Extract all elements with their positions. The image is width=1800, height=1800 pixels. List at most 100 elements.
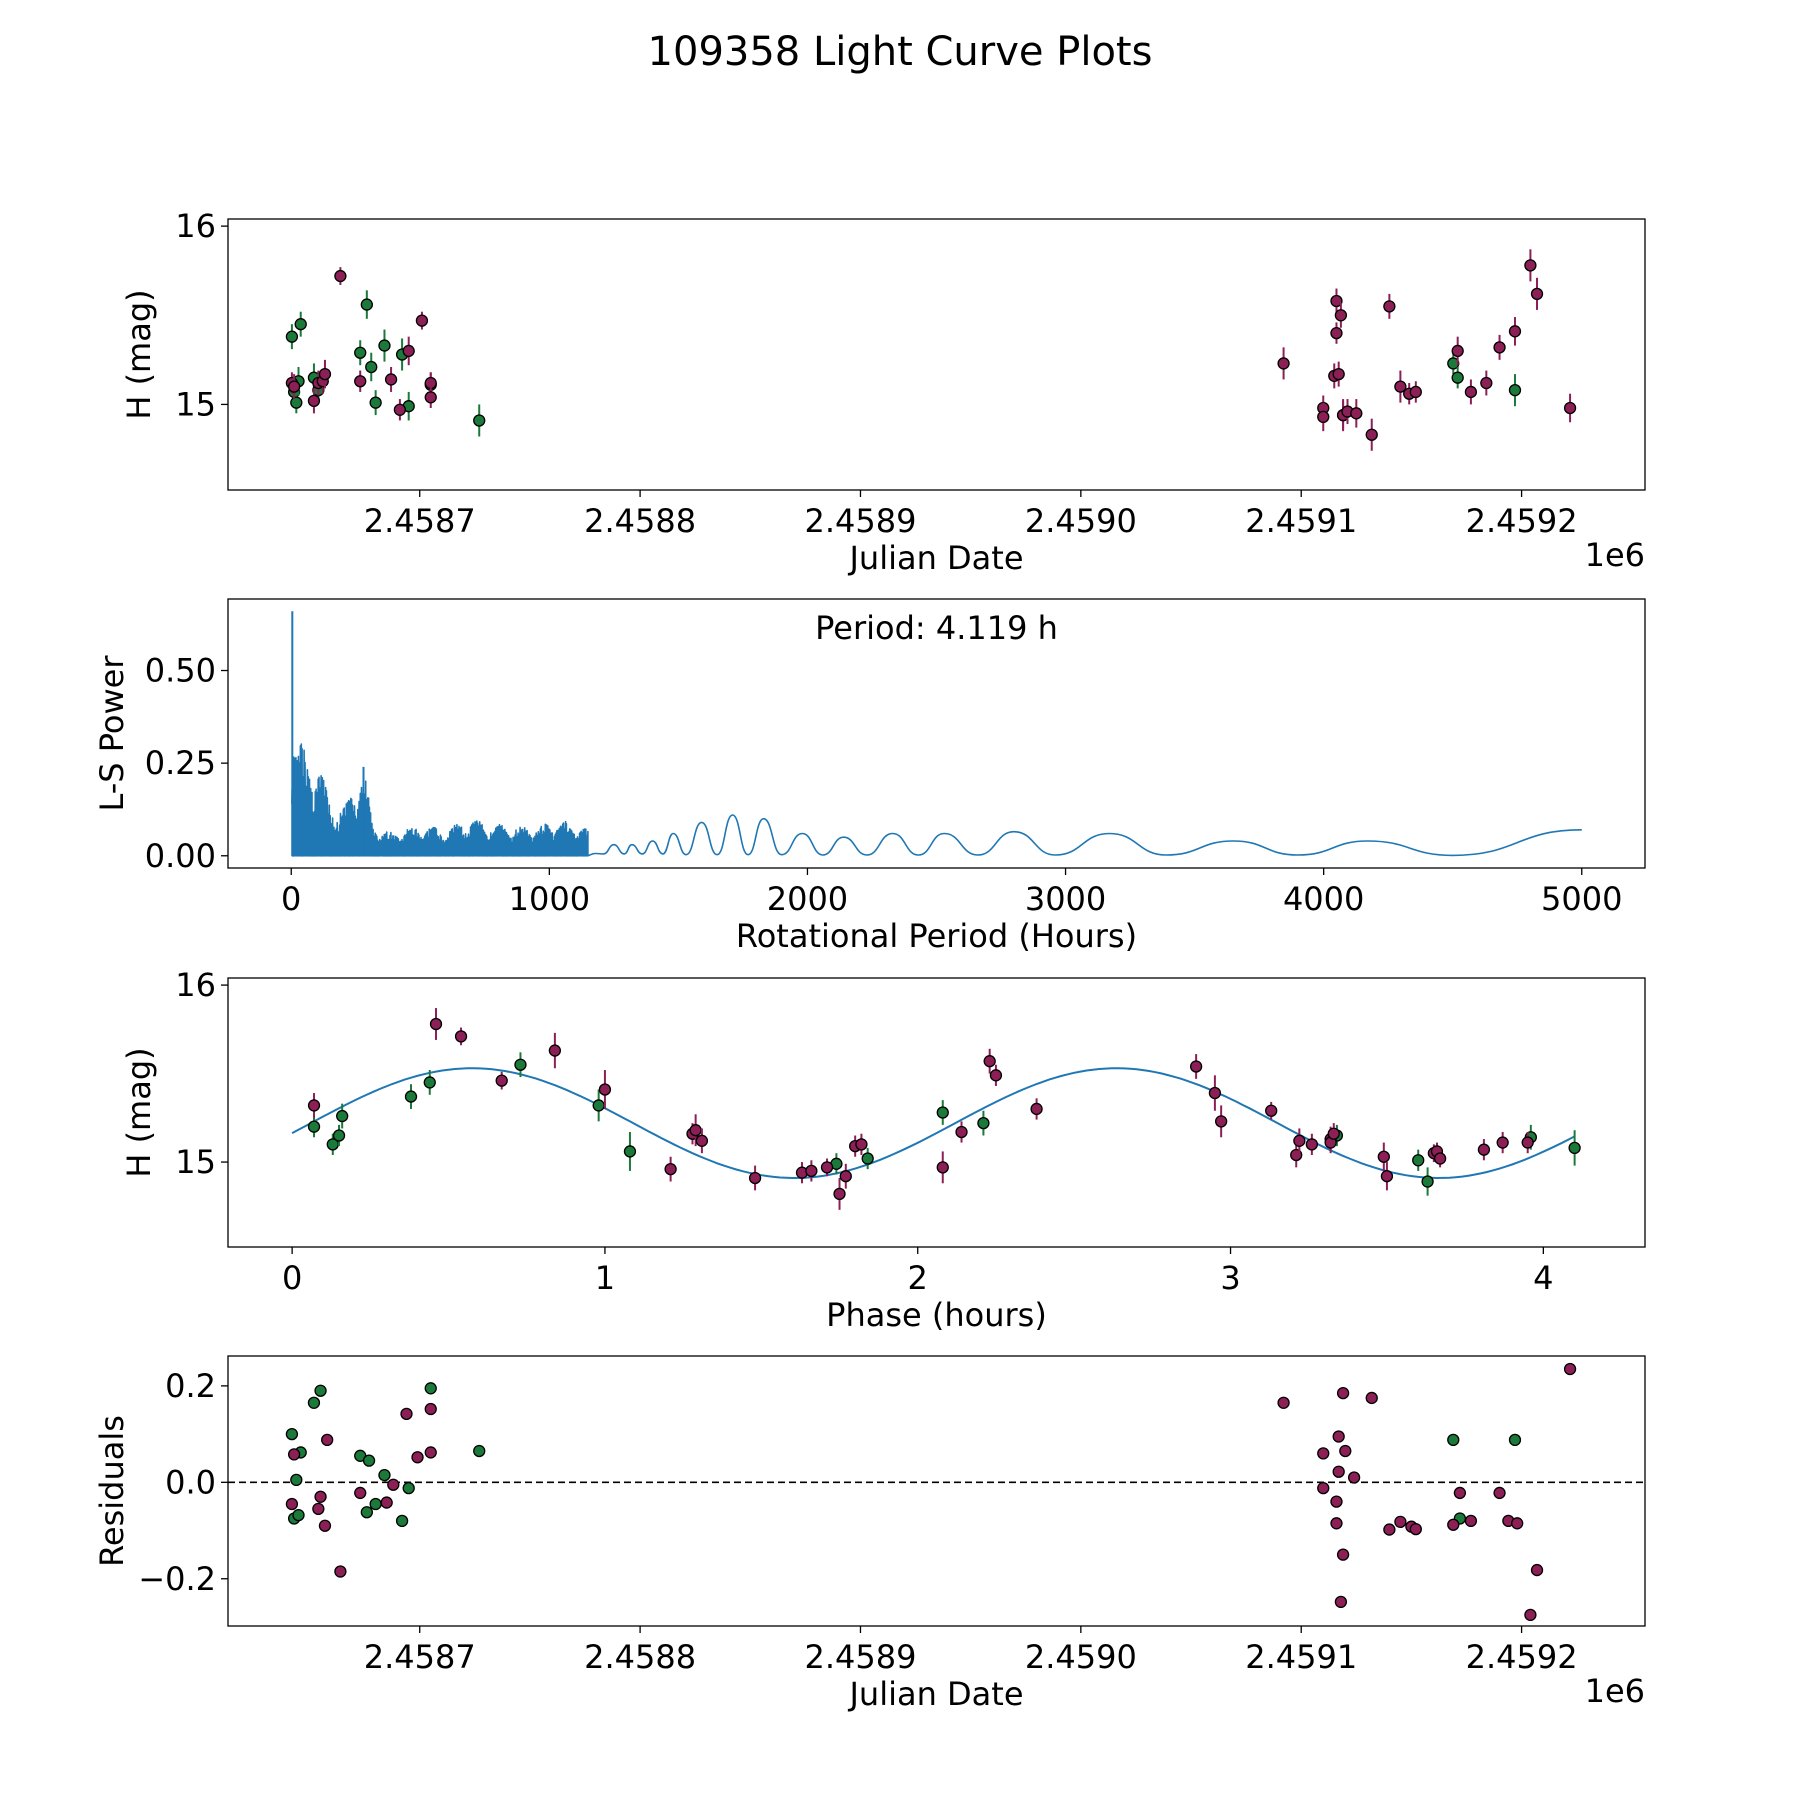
magenta-data-point (820, 1161, 834, 1174)
magenta-data-point (424, 391, 437, 404)
x-axis-label: Julian Date (847, 1675, 1023, 1713)
x-tick-label: 1 (595, 1259, 615, 1297)
magenta-data-point (1365, 1391, 1378, 1405)
x-tick-label: 2.4589 (804, 502, 916, 540)
magenta-data-point (1409, 385, 1422, 399)
magenta-data-point (1447, 1518, 1460, 1531)
x-tick-label: 2.4588 (584, 1638, 696, 1676)
green-data-point (424, 1382, 437, 1395)
x-tick-label: 2.4589 (804, 1638, 916, 1676)
magenta-data-point (1524, 1608, 1537, 1622)
magenta-data-point (318, 367, 332, 381)
model-curve (291, 1067, 1576, 1180)
magenta-data-point (989, 1069, 1003, 1082)
green-data-point (861, 1152, 874, 1165)
green-data-point (1447, 357, 1460, 370)
green-data-point (369, 1497, 382, 1511)
y-tick-label: 15 (175, 385, 216, 423)
magenta-data-point (1524, 259, 1537, 272)
magenta-data-point (1330, 1495, 1343, 1508)
green-data-point (307, 1396, 321, 1409)
magenta-data-point (400, 1407, 413, 1421)
magenta-data-point (415, 314, 429, 327)
green-data-point (285, 330, 299, 343)
magenta-data-point (983, 1055, 996, 1068)
magenta-data-point (1277, 1396, 1290, 1409)
green-data-point (1412, 1154, 1425, 1167)
y-tick-label: 0.25 (145, 744, 216, 782)
magenta-data-point (1334, 309, 1348, 322)
y-tick-label: −0.2 (138, 1560, 216, 1598)
magenta-data-point (1394, 1515, 1407, 1529)
magenta-data-point (1530, 287, 1544, 301)
y-tick-label: 16 (175, 966, 216, 1004)
magenta-data-point (664, 1162, 677, 1176)
green-data-point (360, 298, 373, 311)
magenta-data-point (955, 1125, 968, 1139)
y-axis-label: L-S Power (93, 655, 131, 812)
green-data-point (936, 1106, 949, 1119)
magenta-data-point (1493, 1486, 1506, 1500)
y-axis-label: H (mag) (120, 1047, 158, 1177)
y-axis-label: H (mag) (120, 289, 158, 419)
green-data-point (285, 1427, 299, 1441)
y-tick-label: 0.2 (165, 1367, 216, 1405)
magenta-data-point (1317, 1481, 1330, 1495)
magenta-data-point (307, 394, 321, 408)
magenta-data-point (1464, 385, 1478, 399)
x-tick-label: 5000 (1541, 880, 1622, 918)
green-data-point (977, 1116, 990, 1130)
magenta-data-point (695, 1134, 709, 1147)
magenta-data-point (495, 1074, 508, 1087)
green-data-point (1421, 1175, 1434, 1188)
magenta-data-point (287, 380, 301, 393)
x-tick-label: 3 (1220, 1259, 1240, 1297)
magenta-data-point (1493, 341, 1506, 354)
x-tick-label: 2.4587 (364, 1638, 476, 1676)
magenta-data-point (1327, 1127, 1340, 1140)
magenta-data-point (1332, 1465, 1345, 1478)
green-data-point (378, 1468, 391, 1482)
magenta-data-point (748, 1171, 762, 1185)
x-tick-label: 1000 (509, 880, 590, 918)
x-offset-text: 1e6 (1585, 1672, 1645, 1710)
magenta-data-point (1330, 326, 1343, 340)
magenta-data-point (318, 1519, 332, 1532)
panel-raw-light-curve: 2.4587 2.4588 2.4589 2.4590 2.4591 2.4592 15 16… (120, 207, 1646, 577)
magenta-data-point (1380, 1170, 1394, 1183)
green-data-point (395, 1514, 409, 1528)
y-tick-label: 16 (175, 207, 216, 245)
green-data-point (290, 1473, 303, 1487)
magenta-data-point (598, 1083, 612, 1096)
y-tick-label: 0.0 (165, 1463, 216, 1501)
green-data-point (362, 1454, 376, 1467)
green-data-point (294, 318, 307, 331)
green-data-point (423, 1076, 436, 1089)
magenta-data-point (1394, 380, 1407, 393)
magenta-data-point (1530, 1563, 1544, 1577)
magenta-data-point (1332, 367, 1345, 381)
x-tick-label: 2.4587 (364, 502, 476, 540)
green-data-point (623, 1145, 637, 1158)
green-data-point (1508, 384, 1522, 397)
magenta-data-point (321, 1433, 334, 1447)
magenta-data-point (1350, 407, 1363, 420)
magenta-data-point (1521, 1136, 1534, 1149)
x-axis-label: Julian Date (847, 539, 1023, 577)
magenta-data-point (334, 269, 347, 283)
magenta-data-point (1377, 1150, 1390, 1163)
plot-frame (227, 977, 1646, 1248)
magenta-data-point (1189, 1060, 1203, 1073)
plot-frame (227, 218, 1646, 491)
green-data-point (592, 1099, 605, 1112)
magenta-data-point (1477, 1143, 1491, 1156)
x-tick-label: 2.4590 (1025, 1638, 1137, 1676)
x-tick-label: 0 (281, 880, 301, 918)
magenta-data-point (402, 344, 415, 358)
panel-periodogram: 0 1000 2000 3000 4000 5000 0.00 0.25 0.50 Rotatio… (93, 598, 1646, 955)
green-data-point (473, 1444, 486, 1458)
x-offset-text: 1e6 (1585, 536, 1645, 574)
figure-title: 109358 Light Curve Plots (648, 29, 1153, 75)
magenta-data-point (307, 1099, 321, 1112)
panel-residuals: 2.4587 2.4588 2.4589 2.4590 2.4591 2.4592 −0.2… (93, 1355, 1646, 1713)
